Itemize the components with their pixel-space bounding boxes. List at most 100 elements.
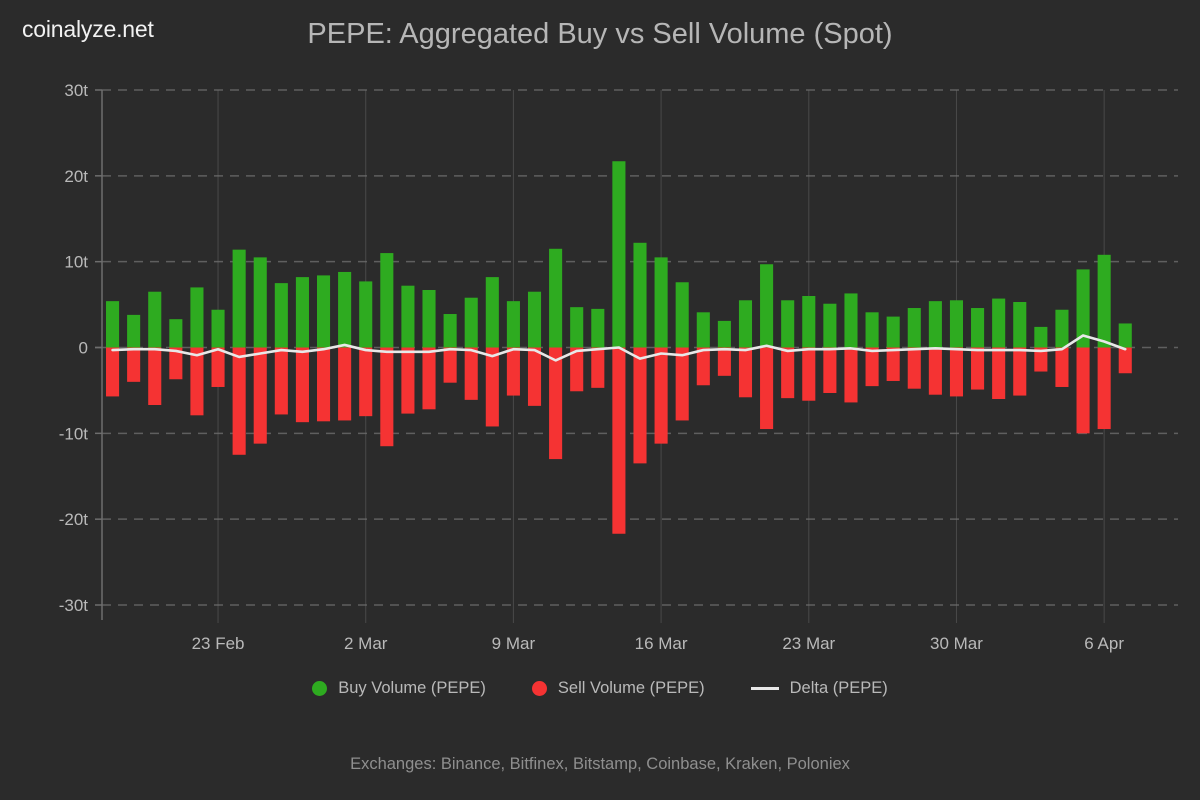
- buy-volume-bar[interactable]: [654, 257, 668, 348]
- buy-volume-bar[interactable]: [422, 289, 436, 348]
- buy-volume-bar[interactable]: [696, 312, 710, 348]
- sell-volume-bar[interactable]: [169, 347, 183, 380]
- buy-volume-bar[interactable]: [316, 275, 331, 348]
- buy-volume-bar[interactable]: [760, 264, 774, 348]
- sell-volume-bar[interactable]: [675, 347, 689, 421]
- buy-volume-bar[interactable]: [738, 300, 753, 348]
- buy-volume-bar[interactable]: [907, 308, 921, 348]
- buy-volume-bar[interactable]: [865, 312, 879, 348]
- buy-volume-bar[interactable]: [253, 257, 267, 348]
- buy-volume-bar[interactable]: [633, 242, 647, 348]
- sell-volume-bar[interactable]: [1097, 347, 1111, 430]
- sell-volume-bar[interactable]: [127, 347, 141, 382]
- sell-volume-bar[interactable]: [359, 347, 373, 417]
- buy-volume-bar[interactable]: [549, 248, 563, 348]
- buy-volume-bar[interactable]: [1076, 269, 1090, 348]
- sell-volume-bar[interactable]: [380, 347, 394, 447]
- sell-volume-bar[interactable]: [992, 347, 1006, 400]
- sell-volume-bar[interactable]: [591, 347, 605, 388]
- buy-volume-bar[interactable]: [169, 319, 183, 348]
- buy-volume-bar[interactable]: [106, 301, 120, 348]
- buy-volume-bar[interactable]: [506, 301, 520, 348]
- sell-volume-bar[interactable]: [823, 347, 837, 393]
- buy-volume-bar[interactable]: [570, 307, 584, 348]
- sell-volume-bar[interactable]: [1076, 347, 1090, 434]
- buy-volume-bar[interactable]: [949, 300, 964, 348]
- buy-volume-bar[interactable]: [1034, 326, 1048, 348]
- sell-volume-bar[interactable]: [654, 347, 668, 444]
- buy-volume-bar[interactable]: [1118, 323, 1132, 348]
- sell-volume-bar[interactable]: [1034, 347, 1048, 372]
- buy-volume-bar[interactable]: [823, 303, 837, 348]
- buy-volume-bar[interactable]: [1013, 302, 1027, 348]
- sell-volume-bar[interactable]: [760, 347, 774, 430]
- sell-volume-bar[interactable]: [485, 347, 499, 427]
- sell-volume-bar[interactable]: [211, 347, 225, 387]
- buy-volume-bar[interactable]: [359, 281, 373, 348]
- sell-volume-bar[interactable]: [338, 347, 352, 421]
- legend-delta[interactable]: Delta (PEPE): [750, 679, 888, 698]
- buy-volume-bar[interactable]: [844, 293, 858, 348]
- buy-volume-bar[interactable]: [485, 277, 499, 348]
- sell-volume-bar[interactable]: [527, 347, 542, 406]
- buy-volume-bar[interactable]: [675, 282, 689, 348]
- sell-volume-bar[interactable]: [422, 347, 436, 410]
- sell-volume-bar[interactable]: [1013, 347, 1027, 396]
- buy-volume-bar[interactable]: [886, 316, 900, 348]
- sell-volume-bar[interactable]: [717, 347, 731, 376]
- sell-volume-bar[interactable]: [633, 347, 647, 464]
- buy-volume-bar[interactable]: [928, 301, 942, 348]
- buy-volume-bar[interactable]: [591, 308, 605, 348]
- sell-volume-bar[interactable]: [907, 347, 921, 389]
- buy-volume-bar[interactable]: [127, 314, 141, 348]
- sell-volume-bar[interactable]: [253, 347, 267, 444]
- buy-volume-bar[interactable]: [338, 271, 352, 348]
- sell-volume-bar[interactable]: [570, 347, 584, 392]
- sell-volume-bar[interactable]: [971, 347, 985, 390]
- sell-volume-bar[interactable]: [190, 347, 204, 416]
- sell-volume-bar[interactable]: [928, 347, 942, 395]
- sell-volume-bar[interactable]: [844, 347, 858, 403]
- sell-volume-bar[interactable]: [506, 347, 520, 396]
- sell-volume-bar[interactable]: [865, 347, 879, 387]
- buy-volume-bar[interactable]: [781, 300, 795, 348]
- sell-volume-bar[interactable]: [696, 347, 710, 386]
- sell-volume-bar[interactable]: [401, 347, 415, 414]
- legend-buy-volume[interactable]: Buy Volume (PEPE): [312, 679, 486, 698]
- sell-volume-bar[interactable]: [549, 347, 563, 460]
- sell-volume-bar[interactable]: [781, 347, 795, 399]
- sell-volume-bar[interactable]: [1118, 347, 1132, 374]
- sell-volume-bar[interactable]: [106, 347, 120, 397]
- buy-volume-bar[interactable]: [232, 249, 246, 348]
- sell-volume-bar[interactable]: [274, 347, 288, 415]
- buy-volume-bar[interactable]: [380, 253, 394, 348]
- buy-volume-bar[interactable]: [992, 298, 1006, 348]
- buy-volume-bar[interactable]: [464, 297, 478, 348]
- buy-volume-bar[interactable]: [971, 308, 985, 348]
- buy-volume-bar[interactable]: [1097, 254, 1111, 348]
- sell-volume-bar[interactable]: [949, 347, 964, 397]
- sell-volume-bar[interactable]: [738, 347, 753, 398]
- sell-volume-bar[interactable]: [802, 347, 816, 401]
- sell-volume-bar[interactable]: [1055, 347, 1069, 387]
- buy-volume-bar[interactable]: [1055, 309, 1069, 348]
- buy-volume-bar[interactable]: [527, 291, 542, 348]
- delta-line[interactable]: [111, 334, 1127, 362]
- buy-volume-bar[interactable]: [274, 283, 288, 348]
- sell-volume-bar[interactable]: [443, 347, 457, 383]
- sell-volume-bar[interactable]: [464, 347, 478, 400]
- sell-volume-bar[interactable]: [232, 347, 246, 455]
- buy-volume-bar[interactable]: [612, 161, 626, 348]
- buy-volume-bar[interactable]: [295, 277, 309, 348]
- sell-volume-bar[interactable]: [612, 347, 626, 534]
- buy-volume-bar[interactable]: [190, 287, 204, 348]
- buy-volume-bar[interactable]: [717, 320, 731, 348]
- sell-volume-bar[interactable]: [886, 347, 900, 381]
- legend-sell-volume[interactable]: Sell Volume (PEPE): [531, 679, 705, 698]
- sell-volume-bar[interactable]: [316, 347, 331, 422]
- buy-volume-bar[interactable]: [401, 285, 415, 348]
- buy-volume-bar[interactable]: [211, 309, 225, 348]
- buy-volume-bar[interactable]: [148, 291, 162, 348]
- sell-volume-bar[interactable]: [148, 347, 162, 406]
- buy-volume-bar[interactable]: [802, 296, 816, 348]
